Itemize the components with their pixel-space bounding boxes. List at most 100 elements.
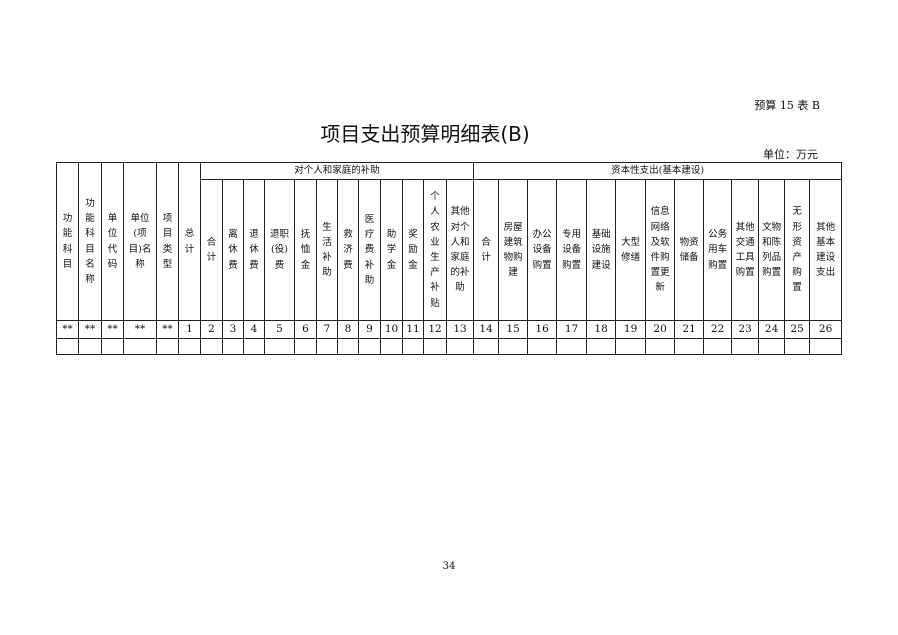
column-number-cell: 12	[423, 320, 447, 339]
empty-cell	[222, 337, 244, 355]
empty-cell	[337, 337, 359, 355]
table-code: 预算 15 表 B	[754, 99, 820, 112]
column-number-cell: 17	[556, 320, 588, 339]
column-number-cell: 20	[645, 320, 676, 339]
group-header: 对个人和家庭的补助	[199, 162, 475, 180]
group-header: 资本性支出(基本建设)	[473, 162, 843, 180]
column-number-cell: 7	[316, 320, 338, 339]
empty-cell	[56, 337, 79, 355]
empty-cell	[703, 337, 733, 355]
page-number: 34	[442, 561, 456, 572]
column-header: 大型 修缮	[615, 179, 647, 321]
empty-cell	[586, 337, 617, 355]
column-number-cell: 18	[586, 320, 617, 339]
empty-data-row	[56, 337, 843, 355]
column-header: 基础 设施 建设	[586, 179, 617, 321]
column-number-cell: 24	[758, 320, 786, 339]
page-title: 项目支出预算明细表(B)	[320, 122, 530, 146]
empty-cell	[264, 337, 295, 355]
empty-cell	[423, 337, 447, 355]
column-header: 救 济 费	[337, 179, 359, 321]
column-number-cell: 22	[703, 320, 733, 339]
empty-cell	[156, 337, 179, 355]
column-header: 功 能 科 目	[56, 162, 79, 321]
empty-cell	[402, 337, 424, 355]
column-header: 离 休 费	[222, 179, 244, 321]
column-number-cell: 6	[294, 320, 317, 339]
column-number-cell: 23	[731, 320, 760, 339]
empty-cell	[674, 337, 705, 355]
column-header: 总 计	[178, 162, 201, 321]
column-header: 单位 (项 目)名 称	[123, 162, 157, 321]
column-number-cell: 21	[674, 320, 705, 339]
empty-cell	[380, 337, 403, 355]
empty-cell	[498, 337, 529, 355]
empty-cell	[758, 337, 786, 355]
empty-cell	[784, 337, 811, 355]
empty-cell	[243, 337, 265, 355]
column-number-cell: 8	[337, 320, 359, 339]
column-header: 单 位 代 码	[101, 162, 124, 321]
column-number-cell: **	[101, 320, 124, 339]
column-header: 生 活 补 助	[316, 179, 338, 321]
unit-label: 单位：万元	[763, 148, 818, 161]
column-header: 合 计	[200, 179, 223, 321]
empty-cell	[645, 337, 676, 355]
column-number-cell: 16	[527, 320, 558, 339]
empty-cell	[123, 337, 157, 355]
column-header: 物资 储备	[674, 179, 705, 321]
column-number-cell: 4	[243, 320, 265, 339]
column-header: 奖 励 金	[402, 179, 424, 321]
column-header: 退职 (役) 费	[264, 179, 295, 321]
empty-cell	[358, 337, 381, 355]
column-number-cell: **	[78, 320, 102, 339]
column-number-cell: **	[56, 320, 79, 339]
empty-cell	[316, 337, 338, 355]
empty-cell	[178, 337, 201, 355]
column-header: 助 学 金	[380, 179, 403, 321]
column-number-cell: 14	[473, 320, 500, 339]
column-header: 其他 交通 工具 购置	[731, 179, 760, 321]
column-header: 其他 基本 建设 支出	[809, 179, 843, 321]
column-number-cell: 15	[498, 320, 529, 339]
column-header: 退 休 费	[243, 179, 265, 321]
column-number-cell: **	[123, 320, 157, 339]
empty-cell	[527, 337, 558, 355]
empty-cell	[731, 337, 760, 355]
column-header: 公务 用车 购置	[703, 179, 733, 321]
column-number-cell: 2	[200, 320, 223, 339]
column-header: 医 疗 费 补 助	[358, 179, 381, 321]
empty-cell	[101, 337, 124, 355]
budget-table: 功 能 科 目功 能 科 目 名 称单 位 代 码单位 (项 目)名 称项 目 …	[56, 162, 843, 355]
column-header: 抚 恤 金	[294, 179, 317, 321]
column-number-cell: 11	[402, 320, 424, 339]
empty-cell	[78, 337, 102, 355]
column-number-cell: 5	[264, 320, 295, 339]
column-header: 专用 设备 购置	[556, 179, 588, 321]
empty-cell	[809, 337, 843, 355]
column-header: 办公 设备 购置	[527, 179, 558, 321]
empty-cell	[445, 337, 475, 355]
empty-cell	[200, 337, 223, 355]
column-header: 其他 对个 人和 家庭 的补 助	[445, 179, 475, 321]
column-header: 无 形 资 产 购 置	[784, 179, 811, 321]
column-header: 项 目 类 型	[156, 162, 179, 321]
column-number-cell: **	[156, 320, 179, 339]
column-number-cell: 13	[445, 320, 475, 339]
column-header: 个 人 农 业 生 产 补 贴	[423, 179, 447, 321]
column-number-cell: 1	[178, 320, 201, 339]
empty-cell	[294, 337, 317, 355]
column-number-cell: 3	[222, 320, 244, 339]
empty-cell	[556, 337, 588, 355]
column-header: 合 计	[473, 179, 500, 321]
column-header: 信息 网络 及软 件购 置更 新	[645, 179, 676, 321]
column-header: 房屋 建筑 物购 建	[498, 179, 529, 321]
column-number-cell: 9	[358, 320, 381, 339]
empty-cell	[615, 337, 647, 355]
column-number-cell: 19	[615, 320, 647, 339]
column-number-cell: 10	[380, 320, 403, 339]
column-header: 功 能 科 目 名 称	[78, 162, 102, 321]
column-header: 文物 和陈 列品 购置	[758, 179, 786, 321]
column-number-cell: 26	[809, 320, 843, 339]
